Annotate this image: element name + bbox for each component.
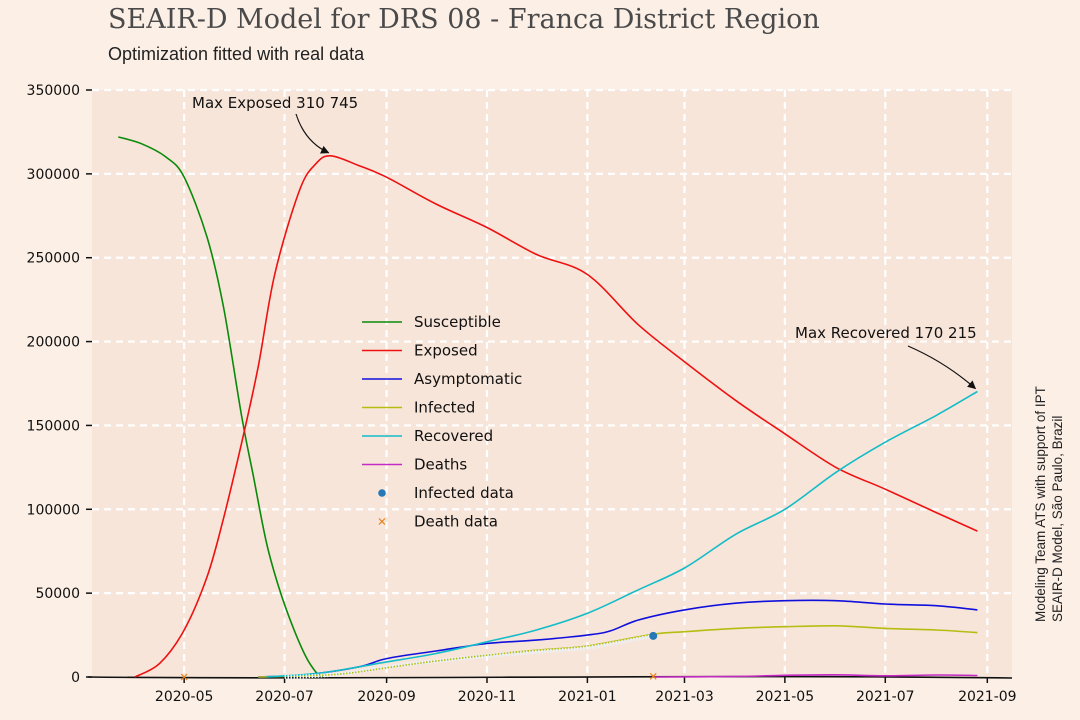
x-tick-label: 2021-07 xyxy=(856,689,915,705)
x-axis xyxy=(87,675,1013,679)
legend-swatch-death-data xyxy=(378,518,386,525)
x-tick-label: 2020-05 xyxy=(155,689,214,705)
plot-background xyxy=(92,90,1012,677)
annotation-max-exposed: Max Exposed 310 745 xyxy=(192,94,358,112)
series-line-asymptomatic xyxy=(258,599,978,678)
chart-subtitle: Optimization fitted with real data xyxy=(108,44,365,64)
y-tick-label: 150000 xyxy=(27,418,80,434)
y-tick-label: 0 xyxy=(71,670,80,686)
annotation-arrow-exposed xyxy=(295,113,330,154)
y-tick-label: 300000 xyxy=(27,167,80,183)
legend-label-exposed: Exposed xyxy=(414,342,478,360)
plot-area xyxy=(92,90,1012,677)
x-tick-label: 2020-07 xyxy=(255,689,314,705)
y-tick-label: 350000 xyxy=(27,83,80,99)
annotation-arrow-recovered xyxy=(907,345,977,390)
x-tick-label: 2020-09 xyxy=(357,689,416,705)
legend: Susceptible Exposed Asymptomatic Infected Re… xyxy=(362,313,522,531)
legend-label-deaths: Deaths xyxy=(414,456,467,474)
chart-title: SEAIR-D Model for DRS 08 - Franca Distri… xyxy=(108,4,820,35)
data-point-death-data xyxy=(180,673,188,681)
y-tick-label: 100000 xyxy=(27,502,80,518)
x-tick-label: 2021-01 xyxy=(558,689,617,705)
x-tick-label: 2021-03 xyxy=(655,689,714,705)
data-point-infected-data xyxy=(649,631,658,640)
series-layer xyxy=(118,136,978,681)
series-line-susceptible xyxy=(118,136,323,678)
x-tick-label: 2021-09 xyxy=(958,689,1017,705)
axes: 0 50000 100000 150000 200000 250000 300000 3500… xyxy=(27,83,1017,705)
series-line-exposed xyxy=(134,154,978,678)
legend-label-asymptomatic: Asymptomatic xyxy=(414,370,522,388)
legend-label-death-data: Death data xyxy=(414,513,498,531)
legend-label-infected: Infected xyxy=(414,399,475,417)
x-tick-label: 2021-05 xyxy=(756,689,815,705)
annotation-max-recovered: Max Recovered 170 215 xyxy=(795,324,977,342)
legend-swatch-infected-data xyxy=(378,489,386,497)
series-line-recovered xyxy=(266,390,978,678)
series-band-infected-data xyxy=(284,633,654,679)
y-tick-label: 250000 xyxy=(27,251,80,267)
annotations: Max Exposed 310 745 Max Recovered 170 215 xyxy=(192,94,977,390)
y-tick-label: 200000 xyxy=(27,335,80,351)
grid xyxy=(92,88,1012,677)
legend-label-susceptible: Susceptible xyxy=(414,313,501,331)
legend-label-recovered: Recovered xyxy=(414,427,493,445)
x-tick-label: 2020-11 xyxy=(458,689,517,705)
series-line-deaths xyxy=(653,673,978,678)
data-point-death-data xyxy=(649,672,657,680)
y-tick-label: 50000 xyxy=(35,586,80,602)
legend-label-infected-data: Infected data xyxy=(414,484,514,502)
